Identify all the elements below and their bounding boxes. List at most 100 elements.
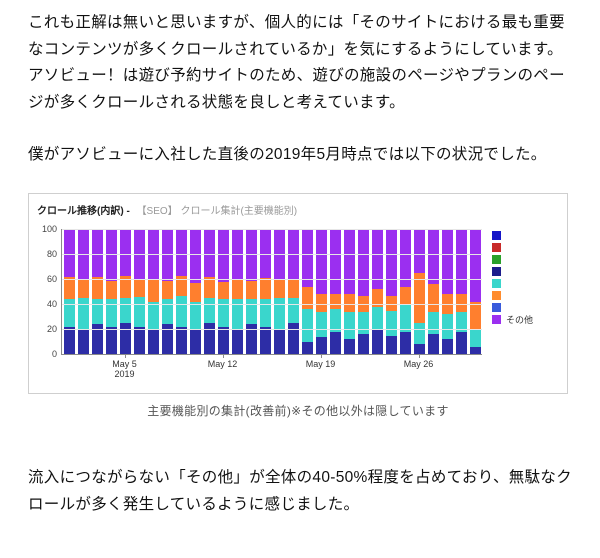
y-tick-label: 80	[46, 249, 57, 260]
bar-segment	[232, 279, 243, 300]
bar-segment	[330, 309, 341, 332]
bar-segment	[344, 229, 355, 295]
stacked-bar	[92, 229, 103, 355]
legend-item	[492, 267, 533, 277]
bar-segment	[400, 286, 411, 305]
stacked-bar	[414, 229, 425, 355]
bar-segment	[78, 329, 89, 355]
legend-swatch	[492, 279, 501, 289]
stacked-bar	[400, 229, 411, 355]
stacked-bar	[162, 229, 173, 355]
bar-segment	[428, 284, 439, 312]
bar-segment	[246, 324, 257, 355]
bar-segment	[218, 299, 229, 327]
bar-segment	[134, 326, 145, 355]
legend-swatch	[492, 231, 501, 241]
x-tick-label: May 26	[403, 359, 434, 370]
bar-segment	[386, 229, 397, 296]
stacked-bar	[246, 229, 257, 355]
bar-segment	[428, 229, 439, 285]
stacked-bar	[428, 229, 439, 355]
stacked-bar	[316, 229, 327, 355]
bar-segment	[204, 276, 215, 299]
bar-segment	[162, 324, 173, 355]
stacked-bar	[148, 229, 159, 355]
legend-swatch	[492, 255, 501, 265]
x-tick-mark	[124, 355, 126, 359]
bar-segment	[134, 279, 145, 297]
bar-segment	[176, 275, 187, 296]
bar-segment	[372, 229, 383, 290]
x-axis: May 5 2019 May 12 May 19 May 26	[61, 355, 482, 387]
bar-segment	[302, 286, 313, 310]
bar-segment	[428, 311, 439, 335]
bar-segment	[386, 310, 397, 336]
bar-segment	[120, 275, 131, 299]
legend-swatch	[492, 267, 501, 277]
y-axis: 0 20 40 60 80 100	[37, 224, 61, 359]
bar-segment	[274, 279, 285, 299]
bar-segment	[190, 283, 201, 302]
stacked-bar	[456, 229, 467, 355]
bar-segment	[330, 331, 341, 355]
bar-segment	[400, 331, 411, 355]
legend-item	[492, 291, 533, 301]
bar-segment	[162, 299, 173, 325]
bar-segment	[456, 311, 467, 332]
bar-segment	[428, 334, 439, 355]
bar-segment	[176, 295, 187, 327]
bar-segment	[120, 323, 131, 355]
bar-segment	[78, 279, 89, 299]
conclusion-paragraph: 流入につながらない「その他」が全体の40-50%程度を占めており、無駄なクロール…	[28, 469, 572, 513]
bar-segment	[260, 299, 271, 327]
bar-segment	[414, 273, 425, 324]
plot-area	[61, 229, 482, 356]
bar-segment	[372, 329, 383, 355]
bar-segment	[414, 344, 425, 355]
bar-segment	[92, 276, 103, 300]
gridline	[62, 254, 482, 256]
bar-segment	[120, 298, 131, 324]
bar-segment	[358, 295, 369, 312]
stacked-bar	[442, 229, 453, 355]
bar-segment	[232, 329, 243, 355]
legend-swatch	[492, 315, 501, 325]
bar-segment	[442, 339, 453, 355]
bar-segment	[148, 329, 159, 355]
bar-segment	[316, 229, 327, 295]
bar-segment	[260, 229, 271, 279]
y-tick-label: 0	[51, 349, 57, 360]
legend-item	[492, 231, 533, 241]
bar-segment	[358, 311, 369, 335]
stacked-bar	[218, 229, 229, 355]
y-tick-label: 60	[46, 274, 57, 285]
bar-segment	[470, 346, 481, 355]
bar-segment	[78, 298, 89, 330]
bar-segment	[120, 229, 131, 276]
chart-caption: 主要機能別の集計(改善前)※その他以外は隠しています	[147, 404, 449, 419]
bar-segment	[386, 295, 397, 311]
y-tick-label: 20	[46, 324, 57, 335]
chart-body: 0 20 40 60 80 100 May 5 2019 May 12 May 19 May 26…	[37, 224, 561, 387]
stacked-bar	[64, 229, 75, 355]
bar-segment	[470, 329, 481, 347]
x-tick-mark	[222, 355, 224, 359]
bar-segment	[260, 278, 271, 300]
stacked-bar	[358, 229, 369, 355]
stacked-bar	[232, 229, 243, 355]
stacked-bar	[176, 229, 187, 355]
bar-segment	[106, 280, 117, 300]
bar-segment	[316, 336, 327, 355]
bar-segment	[274, 329, 285, 355]
bar-segment	[64, 326, 75, 355]
bar-segment	[134, 296, 145, 327]
bar-segment	[64, 299, 75, 327]
gridline	[62, 304, 482, 306]
crawl-chart-widget: クロール推移(内訳) - 【SEO】 クロール集計(主要機能別) 0 20 40 60…	[28, 193, 568, 395]
bar-segment	[204, 323, 215, 355]
bar-segment	[162, 280, 173, 300]
bar-segment	[106, 326, 117, 355]
chart-subtitle: 【SEO】 クロール集計(主要機能別)	[136, 206, 298, 218]
bar-segment	[218, 229, 229, 282]
legend: その他	[482, 229, 533, 325]
